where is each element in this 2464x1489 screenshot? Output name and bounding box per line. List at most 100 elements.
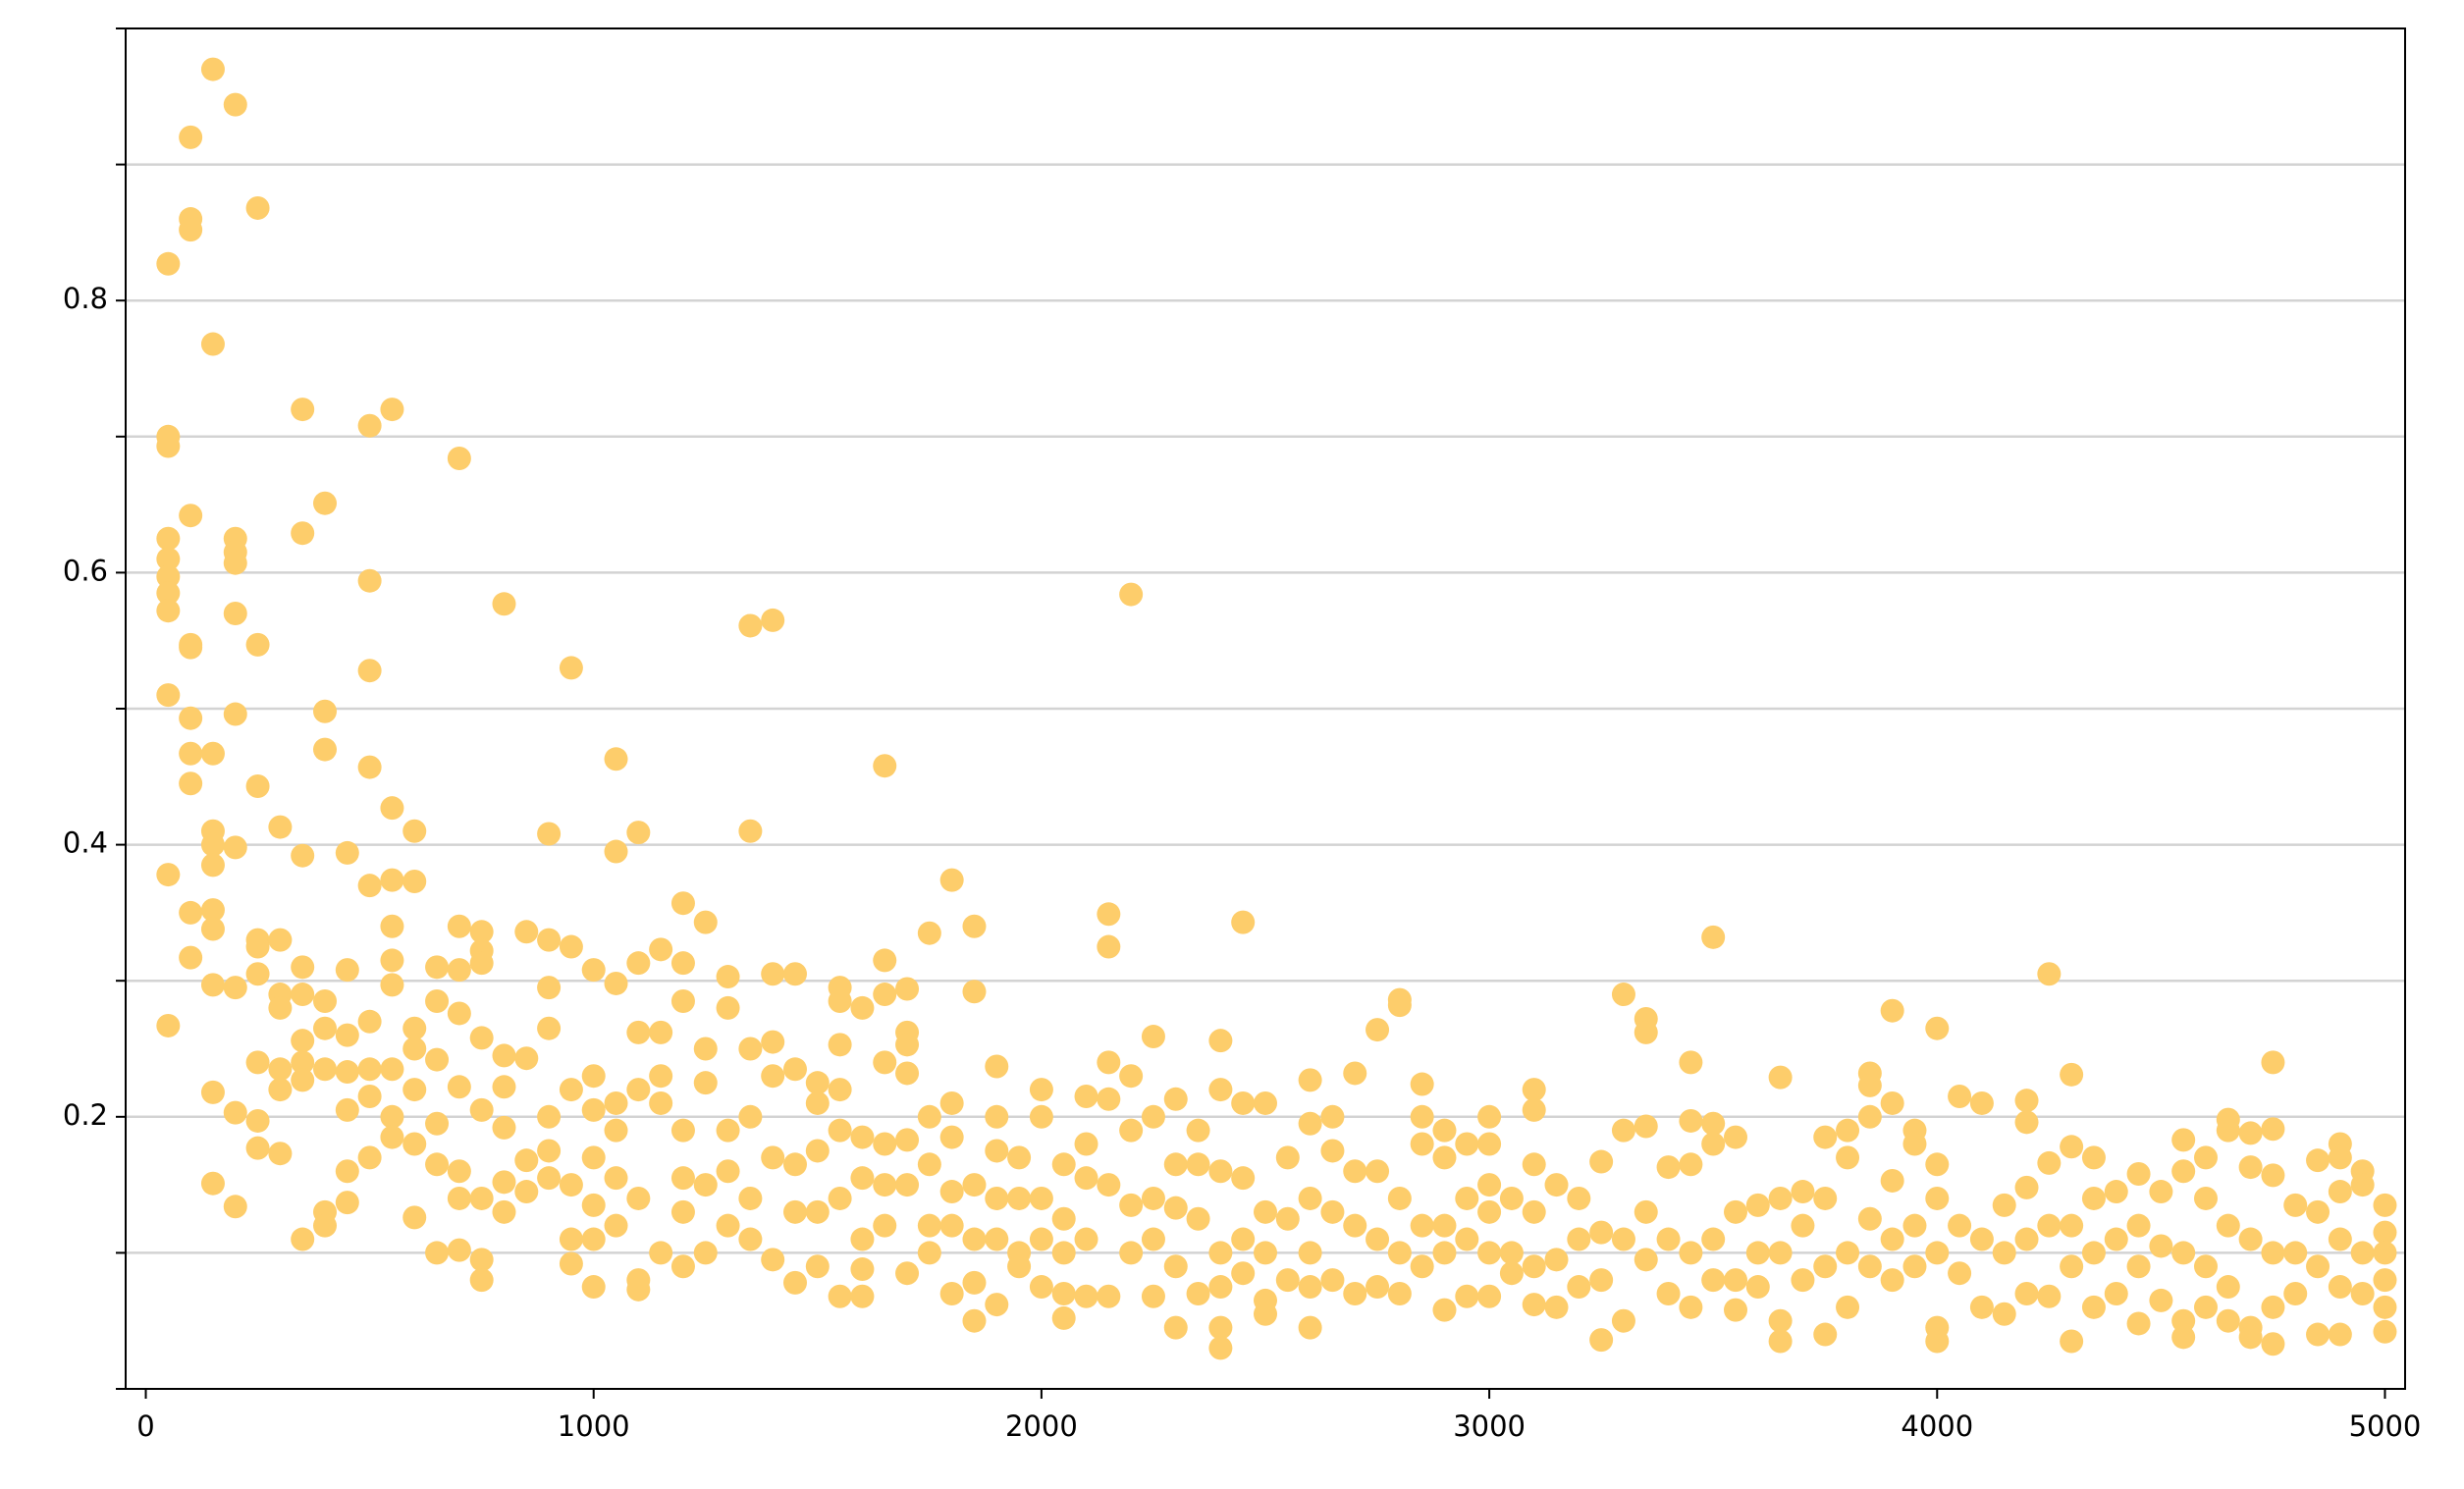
point <box>179 504 203 528</box>
point <box>1410 1104 1434 1129</box>
point <box>1051 1305 1076 1330</box>
point <box>2306 1254 2330 1279</box>
point <box>559 1173 583 1197</box>
point <box>156 251 181 276</box>
point <box>1097 902 1121 927</box>
point <box>738 613 763 638</box>
point <box>626 1020 651 1044</box>
point <box>1723 1268 1747 1293</box>
point <box>268 995 293 1020</box>
point <box>357 659 382 683</box>
point <box>1679 1050 1703 1075</box>
point <box>939 1213 964 1238</box>
point <box>1522 1293 1546 1317</box>
point <box>1186 1118 1210 1143</box>
point <box>761 1248 785 1272</box>
point <box>850 995 875 1020</box>
point <box>200 832 225 857</box>
point <box>380 973 404 997</box>
point <box>291 843 315 868</box>
point <box>738 1186 763 1210</box>
point <box>537 976 562 1000</box>
point <box>425 1111 450 1136</box>
point <box>1813 1322 1838 1347</box>
point <box>402 1037 427 1061</box>
point <box>492 1075 516 1099</box>
point <box>1141 1186 1165 1210</box>
point <box>1432 1145 1457 1170</box>
point <box>2014 1110 2039 1135</box>
point <box>738 1227 763 1251</box>
point <box>402 1016 427 1040</box>
point <box>604 839 628 864</box>
point <box>2328 1145 2352 1170</box>
point <box>1208 1159 1233 1184</box>
point <box>179 706 203 730</box>
point <box>313 1213 338 1238</box>
point <box>1208 1029 1233 1053</box>
point <box>1410 1072 1434 1096</box>
point <box>2261 1117 2285 1142</box>
point <box>1074 1132 1098 1156</box>
point <box>2328 1180 2352 1204</box>
point <box>649 1090 673 1115</box>
point <box>1567 1186 1591 1210</box>
point <box>828 1033 852 1057</box>
point <box>1813 1186 1838 1210</box>
point <box>245 774 270 799</box>
point <box>2350 1241 2375 1265</box>
point <box>1432 1241 1457 1265</box>
y-tick-label: 0.2 <box>63 1098 108 1132</box>
point <box>850 1227 875 1251</box>
point <box>962 1227 987 1251</box>
point <box>2149 1180 2173 1204</box>
point <box>1366 1018 1390 1042</box>
point <box>2104 1227 2128 1251</box>
point <box>2238 1155 2263 1180</box>
point <box>2014 1227 2039 1251</box>
point <box>1768 1329 1793 1354</box>
point <box>649 937 673 962</box>
point <box>2081 1145 2106 1170</box>
point <box>357 1085 382 1109</box>
point <box>1679 1152 1703 1177</box>
point <box>1857 1104 1882 1129</box>
point <box>425 988 450 1013</box>
point <box>2060 1213 2084 1238</box>
point <box>805 1071 830 1095</box>
point <box>469 920 494 944</box>
point <box>1925 1016 1950 1040</box>
point <box>1589 1220 1614 1245</box>
point <box>805 1199 830 1224</box>
point <box>962 1173 987 1197</box>
point <box>245 632 270 657</box>
point <box>716 1213 740 1238</box>
point <box>1163 1087 1188 1111</box>
point <box>2126 1213 2151 1238</box>
point <box>1634 1248 1658 1272</box>
point <box>447 914 471 938</box>
point <box>223 976 247 1000</box>
point <box>1656 1281 1681 1305</box>
point <box>1455 1284 1479 1308</box>
point <box>962 1308 987 1333</box>
point <box>917 1213 941 1238</box>
point <box>2350 1281 2375 1305</box>
point <box>895 1173 920 1197</box>
point <box>1387 1186 1412 1210</box>
point <box>581 1145 606 1170</box>
point <box>2014 1089 2039 1113</box>
point <box>1544 1248 1569 1272</box>
point <box>939 1281 964 1305</box>
x-tick-label: 4000 <box>1901 1409 1973 1443</box>
point <box>313 1016 338 1040</box>
point <box>1768 1186 1793 1210</box>
point <box>626 1078 651 1102</box>
point <box>1567 1275 1591 1300</box>
point <box>1141 1025 1165 1049</box>
point <box>1029 1104 1053 1129</box>
point <box>179 218 203 242</box>
point <box>1857 1206 1882 1231</box>
point <box>380 1125 404 1149</box>
point <box>2216 1275 2240 1300</box>
